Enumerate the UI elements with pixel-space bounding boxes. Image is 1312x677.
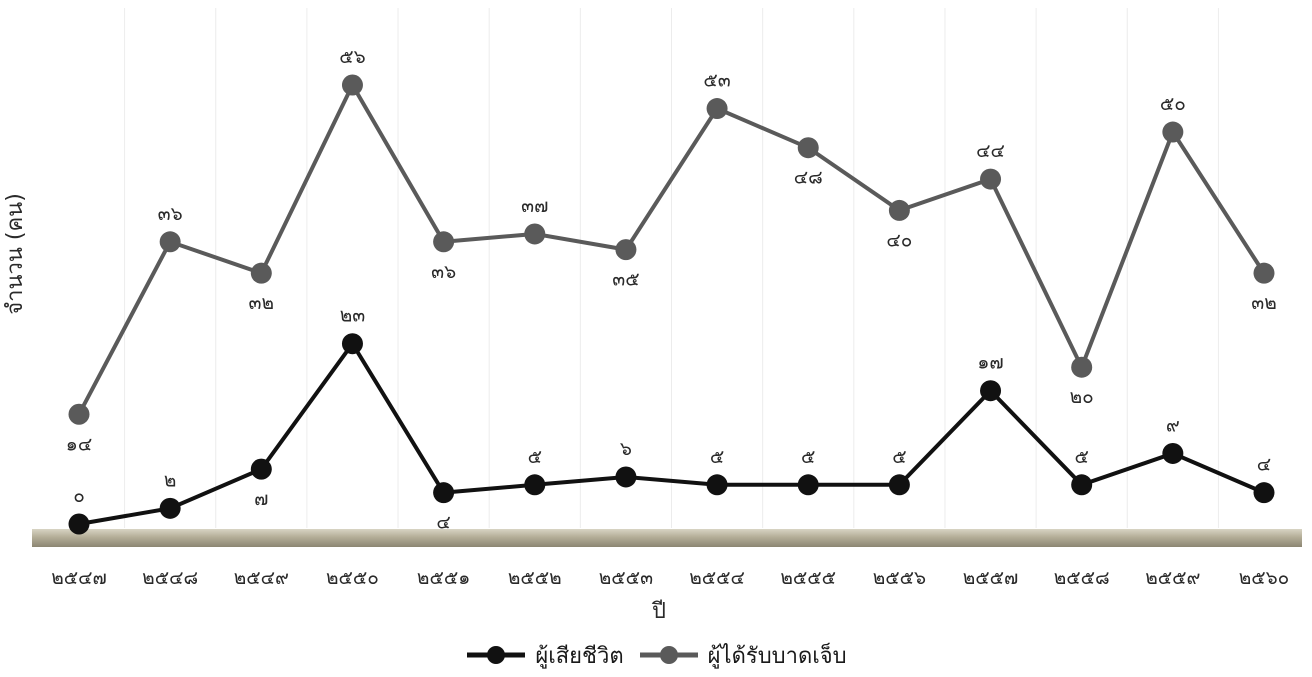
data-label: ๕๖ <box>339 46 365 68</box>
chart-floor <box>32 529 1302 547</box>
data-point <box>615 239 637 261</box>
x-axis-ticks: ๒๕๔๗ ๒๕๔๘ ๒๕๔๙ ๒๕๕๐ ๒๕๕๑ ๒๕๕๒ ๒๕๕๓ ๒๕๕๔ ๒๕๕๕ ๒๕๕๖… <box>51 567 1289 589</box>
x-tick-label: ๒๕๔๙ <box>234 567 289 589</box>
x-tick-label: ๒๕๕๖ <box>873 567 926 589</box>
data-point <box>706 98 728 120</box>
data-point <box>250 262 272 284</box>
data-label: ๕ <box>801 446 815 468</box>
data-point <box>250 458 272 480</box>
data-point <box>980 380 1002 402</box>
data-point <box>888 199 910 221</box>
data-point <box>433 231 455 253</box>
data-label: ๓๒ <box>1251 292 1277 314</box>
data-point <box>159 231 181 253</box>
data-labels: ๐๒๗๒๓๔๕๖๕๕๕๑๗๕๙๔๑๔๓๖๓๒๕๖๓๖๓๗๓๕๕๓๔๘๔๐๔๔๒๐… <box>66 46 1277 534</box>
data-label: ๓๕ <box>612 269 639 291</box>
x-tick-label: ๒๕๕๕ <box>780 567 836 589</box>
data-point <box>1253 262 1275 284</box>
data-point <box>615 466 637 488</box>
data-label: ๔ <box>436 512 450 534</box>
data-label: ๑๗ <box>977 352 1003 374</box>
x-tick-label: ๒๕๕๙ <box>1145 567 1200 589</box>
data-label: ๗ <box>254 488 268 510</box>
data-point <box>159 497 181 519</box>
data-label: ๕ <box>710 446 724 468</box>
legend-label-injuries: ผู้ได้รับบาดเจ็บ <box>707 643 847 669</box>
data-label: ๓๖ <box>431 261 456 283</box>
data-point <box>1162 442 1184 464</box>
legend-item-deaths: ผู้เสียชีวิต <box>465 638 624 673</box>
data-label: ๕๓ <box>703 70 730 92</box>
x-tick-label: ๒๕๕๓ <box>599 567 653 589</box>
x-tick-label: ๒๕๔๘ <box>142 567 198 589</box>
legend-label-deaths: ผู้เสียชีวิต <box>535 643 624 669</box>
data-label: ๐ <box>73 485 85 507</box>
series-line-1 <box>77 80 1266 416</box>
data-point <box>68 513 90 535</box>
x-tick-label: ๒๕๕๔ <box>689 567 745 589</box>
data-point <box>980 168 1002 190</box>
data-point <box>1071 474 1093 496</box>
legend-swatch-injuries <box>639 646 698 664</box>
y-axis-title: จำนวน (คน) <box>3 193 28 315</box>
data-label: ๒๓ <box>340 305 366 327</box>
data-label: ๔๔ <box>976 140 1005 162</box>
data-label: ๕ <box>528 446 542 468</box>
x-tick-label: ๒๕๔๗ <box>51 567 107 589</box>
data-label: ๙ <box>1166 414 1180 436</box>
x-axis-title: ปี <box>651 599 666 624</box>
gridlines <box>124 8 1219 528</box>
data-point <box>706 474 728 496</box>
data-point <box>797 137 819 159</box>
data-label: ๒๐ <box>1070 386 1094 408</box>
data-label: ๔๐ <box>886 229 912 251</box>
data-label: ๔ <box>1257 454 1271 476</box>
data-label: ๖ <box>620 438 632 460</box>
series-layer <box>68 74 1275 535</box>
x-tick-label: ๒๕๕๗ <box>963 567 1019 589</box>
data-label: ๔๘ <box>794 167 823 189</box>
data-label: ๓๒ <box>249 292 275 314</box>
data-point <box>68 403 90 425</box>
x-tick-label: ๒๕๖๐ <box>1239 567 1290 589</box>
data-label: ๓๖ <box>158 203 183 225</box>
data-point <box>433 482 455 504</box>
series-line-0 <box>78 340 1265 526</box>
data-label: ๓๗ <box>521 195 548 217</box>
legend-item-injuries: ผู้ได้รับบาดเจ็บ <box>638 638 847 673</box>
data-point <box>524 223 546 245</box>
data-label: ๕ <box>892 446 906 468</box>
data-point <box>797 474 819 496</box>
legend-swatch-deaths <box>467 646 526 664</box>
data-label: ๕ <box>1074 446 1088 468</box>
data-label: ๑๔ <box>66 433 92 455</box>
x-tick-label: ๒๕๕๑ <box>417 567 470 589</box>
data-point <box>888 474 910 496</box>
legend: ผู้เสียชีวิต ผู้ได้รับบาดเจ็บ <box>0 636 1312 674</box>
data-label: ๒ <box>164 469 177 491</box>
data-point <box>1253 482 1275 504</box>
x-tick-label: ๒๕๕๒ <box>508 567 562 589</box>
data-point <box>341 74 363 96</box>
data-label: ๕๐ <box>1160 93 1186 115</box>
x-tick-label: ๒๕๕๐ <box>326 567 379 589</box>
data-point <box>341 333 363 355</box>
data-point <box>1162 121 1184 143</box>
data-point <box>524 474 546 496</box>
x-tick-label: ๒๕๕๘ <box>1054 567 1110 589</box>
data-point <box>1071 356 1093 378</box>
